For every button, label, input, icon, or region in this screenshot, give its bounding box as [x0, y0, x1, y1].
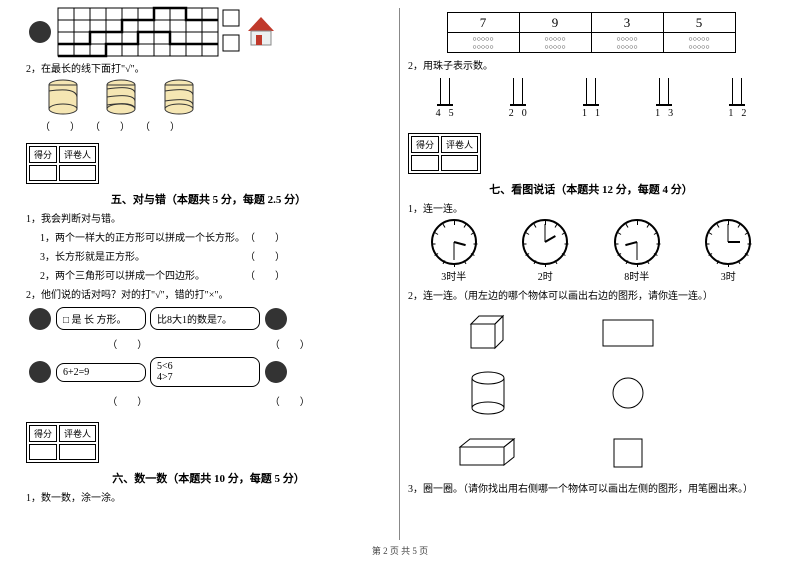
bubble-3: 6+2=9 [56, 363, 146, 382]
clock-label: 3时半 [431, 268, 477, 283]
sec7-q3: 3，圈一圈。（请你找出用右侧哪一个物体可以画出左侧的图形，用笔圈出来。） [408, 480, 774, 495]
clock-icon [431, 219, 477, 265]
rectangle-icon [578, 312, 678, 354]
q2a-text: 2，在最长的线下面打"√"。 [26, 60, 391, 75]
square-icon [578, 432, 678, 474]
grader-label: 评卷人 [59, 146, 96, 163]
sec5-q1-1: 1，两个一样大的正方形可以拼成一个长方形。 （ ） [40, 229, 391, 244]
house-icon [244, 15, 278, 49]
table-header: 3 [591, 13, 663, 33]
paren: （ ） [270, 393, 310, 408]
section-5-title: 五、对与错（本题共 5 分，每题 2.5 分） [26, 191, 391, 207]
score-label: 得分 [29, 425, 57, 442]
table-header: 7 [447, 13, 519, 33]
circle-icon [578, 372, 678, 414]
face-icon [265, 361, 287, 383]
clock-label: 8时半 [614, 268, 660, 283]
bead-cell: ○○○○○○○○○○ [447, 33, 519, 53]
sec5-q1-3: 2，两个三角形可以拼成一个四边形。 （ ） [40, 267, 391, 282]
score-label: 得分 [29, 146, 57, 163]
cylinders-icon [46, 79, 391, 115]
bead-cell: ○○○○○○○○○○ [519, 33, 591, 53]
clock-label: 3时 [705, 268, 751, 283]
cyl-parens: （ ） （ ） （ ） [40, 118, 391, 133]
section-6-title: 六、数一数（本题共 10 分，每题 5 分） [26, 470, 391, 486]
clock-icon [705, 219, 751, 265]
clock-row: 3时半 2时 8时半 3时 [408, 219, 774, 283]
section-7-title: 七、看图说话（本题共 12 分，每题 4 分） [408, 181, 774, 197]
sec5-q1: 1，我会判断对与错。 [26, 210, 391, 225]
number-table: 7 9 3 5 ○○○○○○○○○○ ○○○○○○○○○○ ○○○○○○○○○○… [447, 12, 736, 53]
bubble-4: 5<64>7 [150, 357, 260, 387]
sec7-q1: 1，连一连。 [408, 200, 774, 215]
cylinder-icon [438, 372, 538, 414]
bubble-2: 比8大1的数是7。 [150, 307, 260, 330]
face-icon [265, 308, 287, 330]
answer-boxes [222, 9, 240, 56]
clock-icon [522, 219, 568, 265]
score-label: 得分 [411, 136, 439, 153]
paren: （ ） [107, 336, 147, 351]
q2b-text: 2，用珠子表示数。 [408, 57, 774, 72]
bead-cell: ○○○○○○○○○○ [663, 33, 735, 53]
score-box: 得分评卷人 [26, 422, 99, 463]
table-header: 9 [519, 13, 591, 33]
bead-cell: ○○○○○○○○○○ [591, 33, 663, 53]
abacus-row: 45 20 11 13 12 [408, 78, 774, 119]
grader-label: 评卷人 [441, 136, 478, 153]
avatar-icon [29, 21, 51, 43]
sec6-q1: 1，数一数，涂一涂。 [26, 489, 391, 504]
clock-label: 2时 [522, 268, 568, 283]
face-icon [29, 361, 51, 383]
face-icon [29, 308, 51, 330]
score-box: 得分评卷人 [26, 143, 99, 184]
sec5-q1-2: 3，长方形就是正方形。 （ ） [40, 248, 391, 263]
grid-path-icon [58, 8, 218, 56]
page-footer: 第 2 页 共 5 页 [0, 540, 800, 557]
bubble-1: □ 是 长 方形。 [56, 307, 146, 330]
sec5-q2: 2，他们说的话对吗？对的打"√"，错的打"×"。 [26, 286, 391, 301]
clock-icon [614, 219, 660, 265]
table-header: 5 [663, 13, 735, 33]
score-box: 得分评卷人 [408, 133, 481, 174]
grader-label: 评卷人 [59, 425, 96, 442]
sec7-q2: 2，连一连。（用左边的哪个物体可以画出右边的图形，请你连一连。） [408, 287, 774, 302]
shapes-grid [438, 312, 774, 474]
cuboid-icon [438, 432, 538, 474]
paren: （ ） [107, 393, 147, 408]
paren: （ ） [270, 336, 310, 351]
cube-icon [438, 312, 538, 354]
